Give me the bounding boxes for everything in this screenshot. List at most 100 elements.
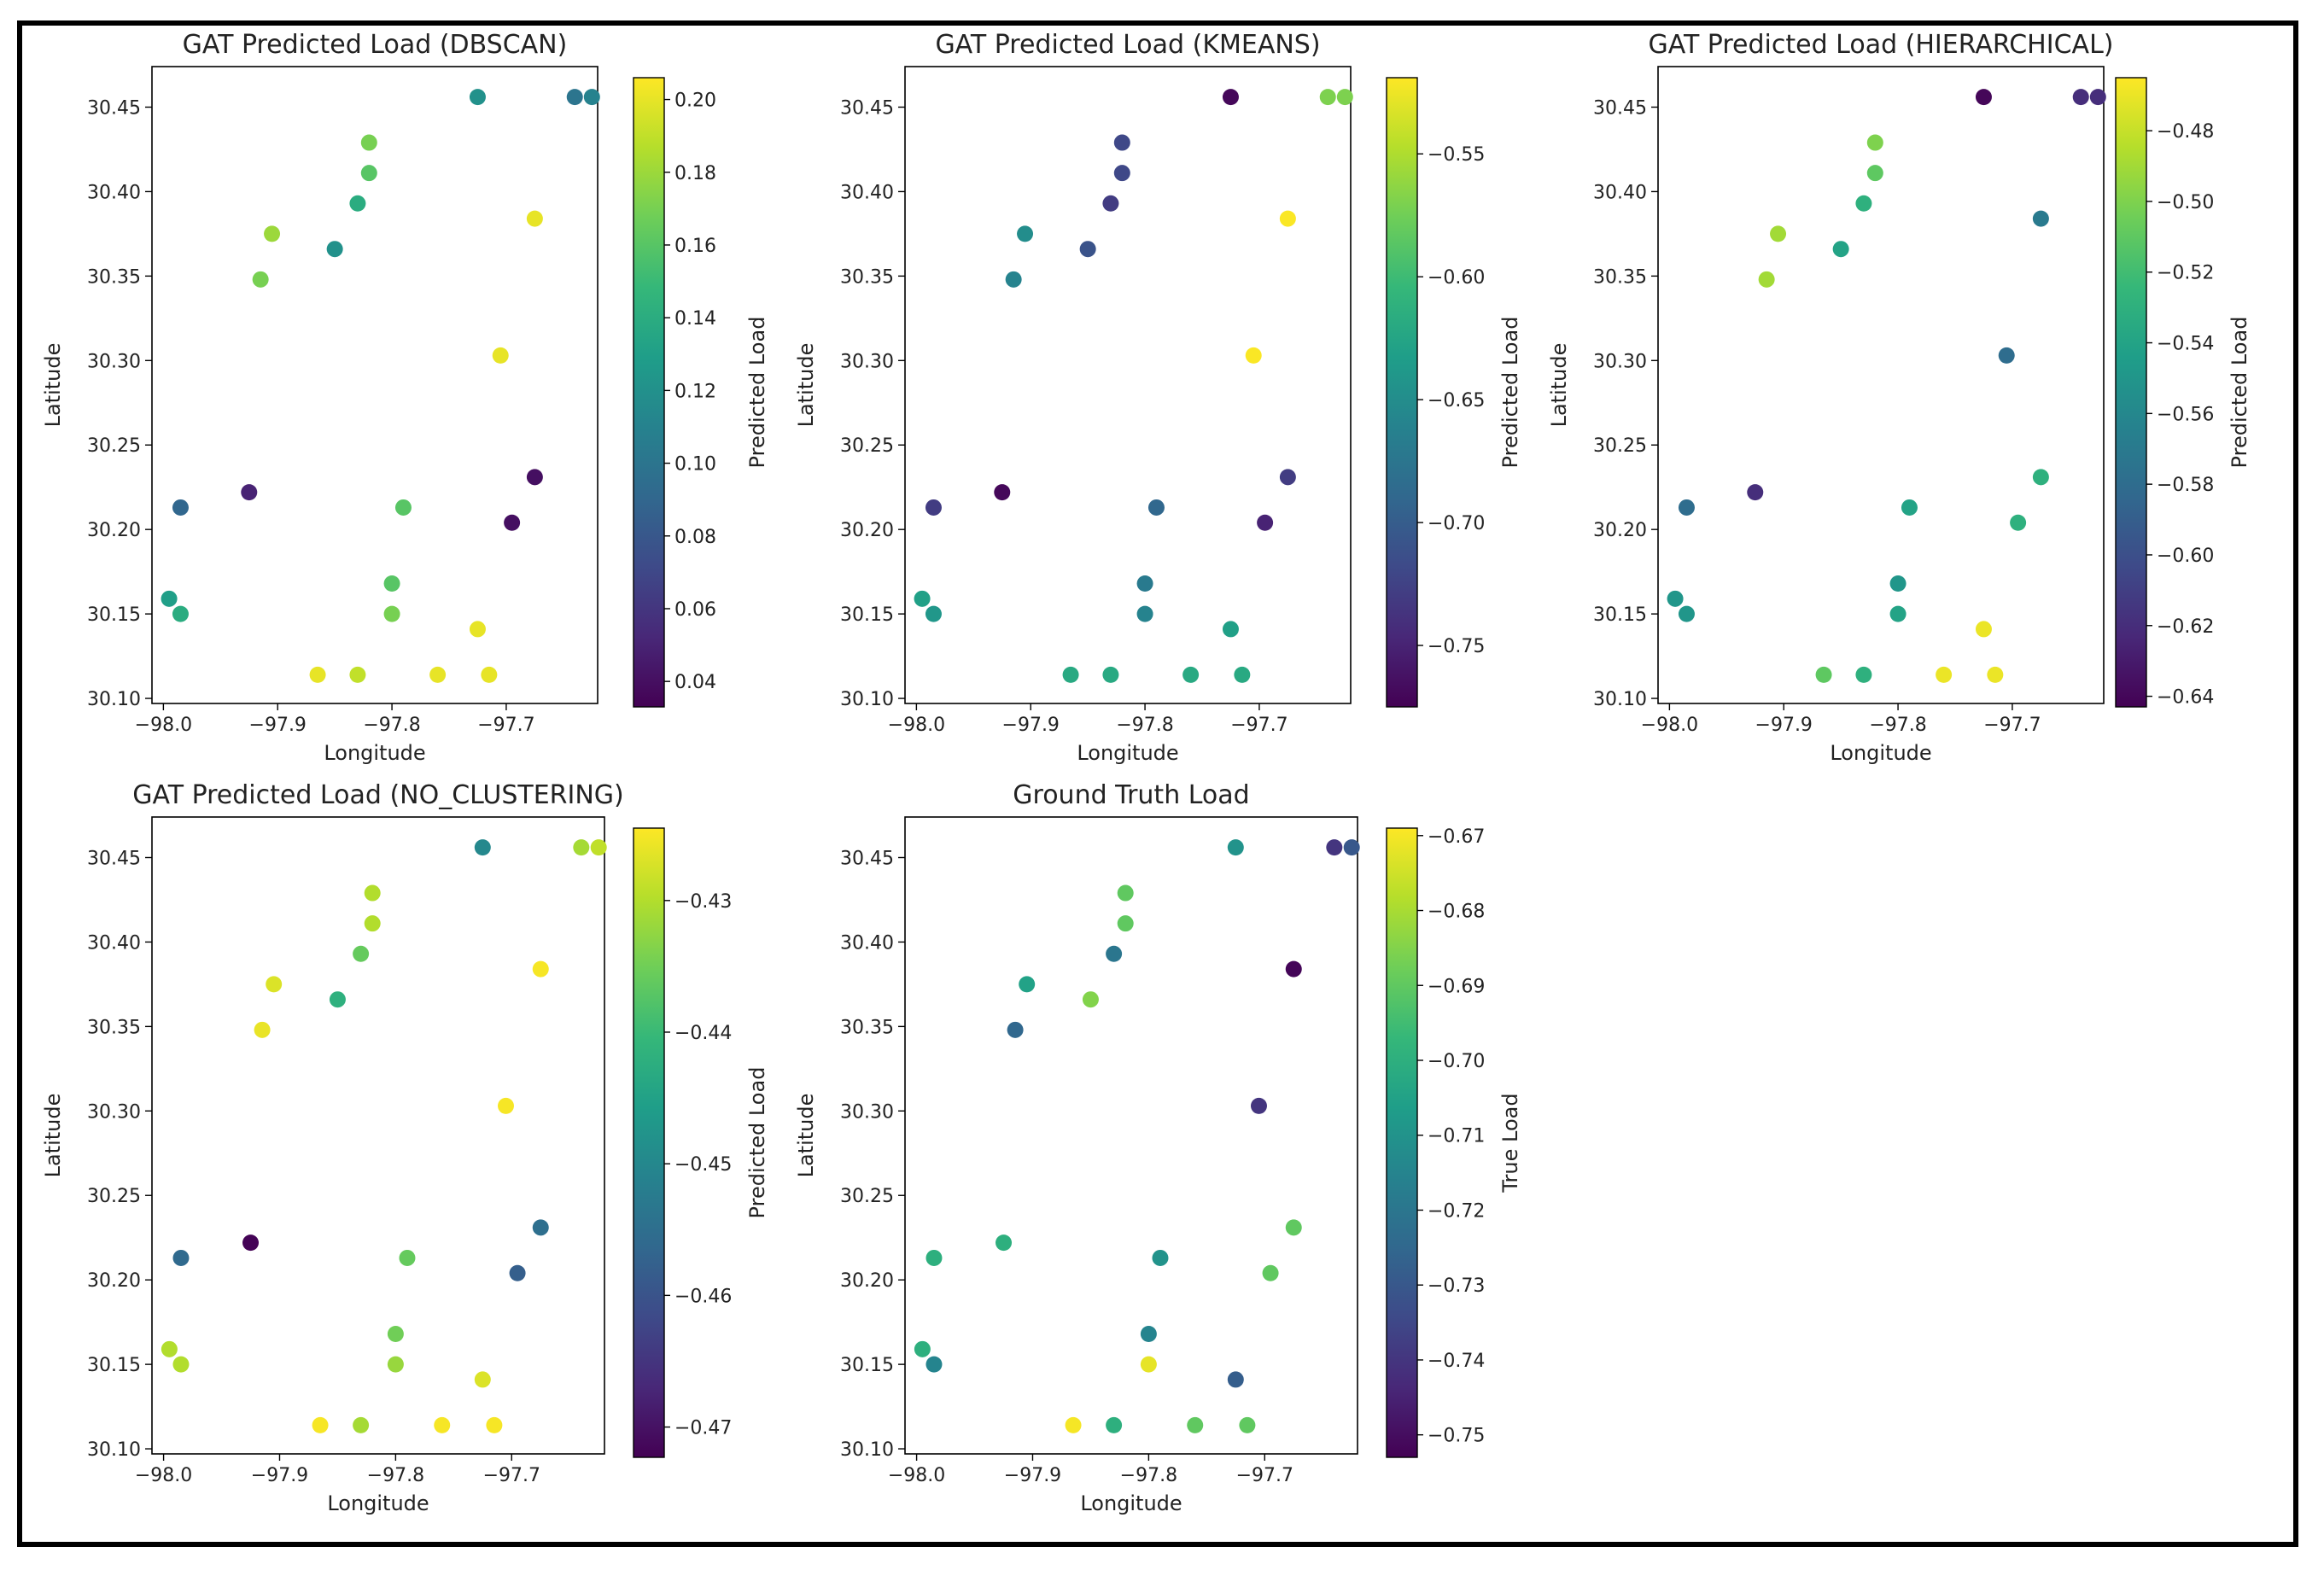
colorbar-tick-label: −0.75: [1428, 1426, 1485, 1447]
y-axis-label: Latitude: [794, 343, 818, 428]
x-tick-label: −97.7: [1236, 1465, 1293, 1486]
data-point: [1182, 666, 1200, 683]
data-point: [926, 1249, 943, 1266]
data-point: [161, 1340, 178, 1357]
y-axis-label: Latitude: [1547, 343, 1571, 428]
data-point: [309, 666, 326, 683]
data-point: [1113, 134, 1130, 151]
colorbar-label: Predicted Load: [2228, 317, 2251, 469]
data-point: [394, 499, 412, 516]
plot-area: [151, 66, 599, 704]
y-tick-label: 30.10: [840, 689, 894, 710]
data-point: [1832, 241, 1849, 258]
data-point: [1678, 605, 1695, 622]
colorbar-tick-label: 0.12: [674, 381, 716, 402]
x-axis-label: Longitude: [1830, 741, 1931, 765]
data-point: [434, 1416, 451, 1433]
data-point: [2072, 89, 2089, 106]
y-tick-label: 30.40: [840, 182, 894, 203]
y-tick-label: 30.30: [87, 351, 141, 372]
data-point: [172, 499, 189, 516]
data-point: [172, 1249, 190, 1266]
colorbar-tick-label: −0.54: [2157, 334, 2214, 355]
data-point: [1257, 514, 1274, 531]
data-point: [353, 1416, 370, 1433]
x-tick-label: −97.7: [1983, 715, 2041, 736]
data-point: [1855, 195, 1872, 212]
data-point: [996, 1234, 1013, 1252]
data-point: [364, 884, 381, 902]
x-tick-label: −97.8: [367, 1465, 424, 1486]
x-axis-label: Longitude: [324, 741, 425, 765]
colorbar-tick-label: −0.65: [1428, 390, 1485, 411]
colorbar-label: True Load: [1498, 1093, 1522, 1193]
data-point: [474, 1371, 491, 1388]
colorbar-tick-label: −0.48: [2157, 121, 2214, 143]
data-point: [1019, 976, 1036, 993]
y-tick-label: 30.25: [840, 1186, 894, 1207]
colorbar-tick-label: −0.75: [1428, 636, 1485, 657]
data-point: [1336, 89, 1353, 106]
colorbar: [633, 77, 665, 708]
x-tick-label: −98.0: [1641, 715, 1698, 736]
data-point: [1222, 621, 1239, 638]
colorbar-tick-label: 0.16: [674, 236, 716, 257]
data-point: [360, 165, 377, 182]
subplot-1: GAT Predicted Load (DBSCAN) −98.0 −97.9 −97…: [41, 30, 769, 765]
data-point: [469, 89, 486, 106]
data-point: [914, 1340, 931, 1357]
data-point: [1262, 1264, 1279, 1281]
data-point: [1975, 621, 1992, 638]
data-point: [1343, 839, 1360, 856]
data-point: [429, 666, 447, 683]
data-point: [481, 666, 498, 683]
data-point: [172, 1356, 190, 1373]
x-tick-label: −97.7: [483, 1465, 540, 1486]
data-point: [1279, 469, 1296, 486]
colorbar-tick-label: 0.08: [674, 527, 716, 548]
x-tick-label: −97.9: [1004, 1465, 1061, 1486]
data-point: [241, 484, 258, 501]
plot-area: [904, 66, 1352, 704]
colorbar-tick-label: −0.73: [1428, 1275, 1485, 1297]
data-point: [994, 484, 1011, 501]
data-point: [1140, 1356, 1157, 1373]
y-tick-label: 30.15: [840, 1355, 894, 1376]
chart-title: GAT Predicted Load (HIERARCHICAL): [1649, 30, 2114, 60]
data-point: [329, 991, 346, 1008]
data-point: [1667, 590, 1684, 607]
data-point: [504, 514, 521, 531]
data-point: [1147, 499, 1165, 516]
data-point: [1007, 1021, 1024, 1038]
colorbar-tick-label: −0.47: [674, 1418, 732, 1439]
data-point: [1136, 605, 1153, 622]
data-point: [1187, 1416, 1204, 1433]
data-point: [1227, 839, 1244, 856]
x-tick-label: −97.9: [249, 715, 307, 736]
y-tick-label: 30.20: [87, 1270, 141, 1292]
data-point: [387, 1356, 404, 1373]
data-point: [526, 469, 543, 486]
data-point: [264, 225, 281, 242]
data-point: [1227, 1371, 1244, 1388]
y-tick-label: 30.35: [87, 266, 141, 288]
data-point: [1102, 195, 1119, 212]
data-point: [2010, 514, 2027, 531]
x-axis-label: Longitude: [1077, 741, 1178, 765]
y-tick-label: 30.30: [840, 1101, 894, 1123]
chart-title: GAT Predicted Load (DBSCAN): [183, 30, 568, 60]
x-tick-label: −97.7: [477, 715, 534, 736]
colorbar-label: Predicted Load: [745, 1067, 769, 1219]
data-point: [2032, 469, 2049, 486]
figure-frame: [17, 20, 2298, 1547]
colorbar-tick-label: −0.60: [2157, 546, 2214, 567]
colorbar: [1386, 827, 1418, 1458]
y-tick-label: 30.10: [840, 1439, 894, 1461]
y-axis-label: Latitude: [794, 1094, 818, 1178]
data-point: [1815, 666, 1832, 683]
colorbar-tick-label: 0.10: [674, 454, 716, 476]
data-point: [1017, 225, 1034, 242]
data-point: [254, 1021, 271, 1038]
y-tick-label: 30.15: [1593, 604, 1647, 626]
